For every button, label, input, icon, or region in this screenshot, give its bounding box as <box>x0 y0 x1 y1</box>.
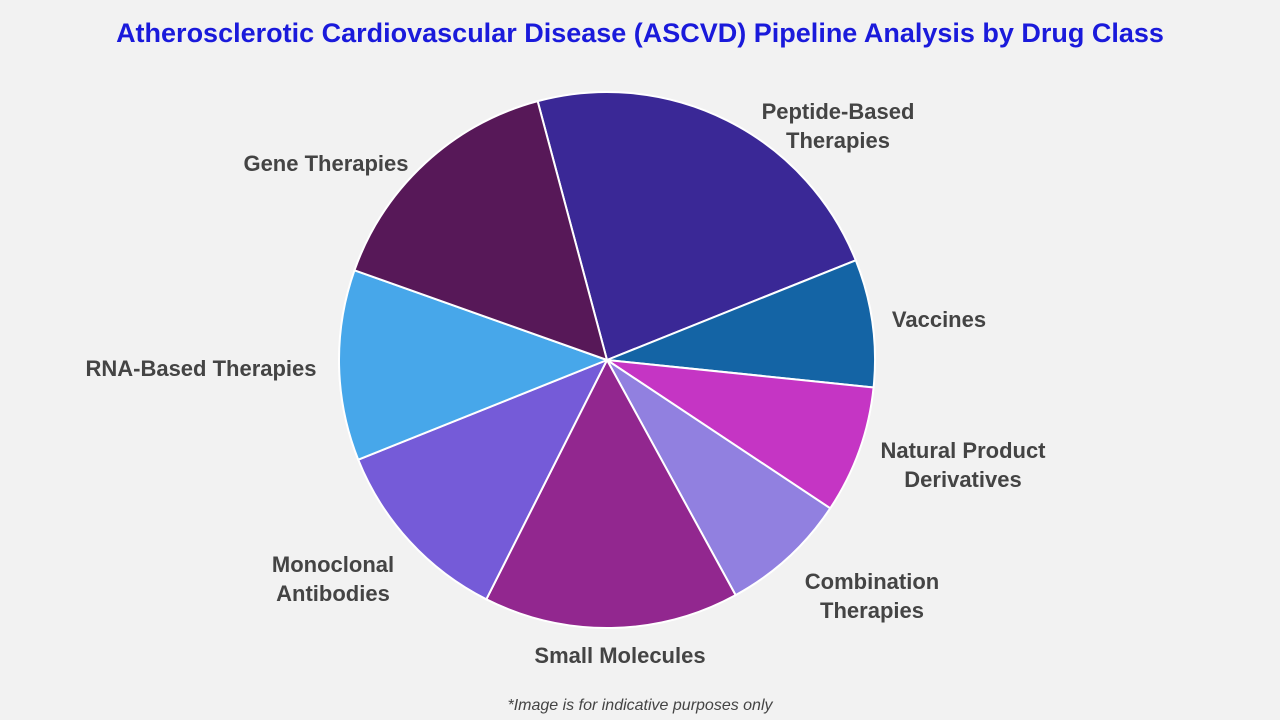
slice-label: Combination Therapies <box>805 569 939 623</box>
disclaimer-footer: *Image is for indicative purposes only <box>507 697 773 714</box>
pie-slice-peptide-based-therapies <box>536 91 858 362</box>
slice-label: Peptide-Based Therapies <box>762 99 915 153</box>
slice-label: Natural Product Derivatives <box>880 438 1046 492</box>
pie-slice-natural-product-derivatives <box>606 359 875 510</box>
chart-title: Atherosclerotic Cardiovascular Disease (… <box>116 18 1164 48</box>
pie-slice-combination-therapies <box>606 359 832 597</box>
pie-slice-small-molecules <box>484 357 737 629</box>
pie-slice-vaccines <box>606 258 876 389</box>
slice-label: Small Molecules <box>534 643 705 668</box>
slice-label: Gene Therapies <box>243 151 408 176</box>
slice-label: RNA-Based Therapies <box>85 356 316 381</box>
slice-label: Monoclonal Antibodies <box>272 552 394 606</box>
pie-slice-gene-therapies <box>353 99 609 362</box>
pie-slice-monoclonal-antibodies <box>356 358 610 601</box>
slice-label: Vaccines <box>892 307 986 332</box>
pie-slice-rna-based-therapies <box>338 268 610 462</box>
